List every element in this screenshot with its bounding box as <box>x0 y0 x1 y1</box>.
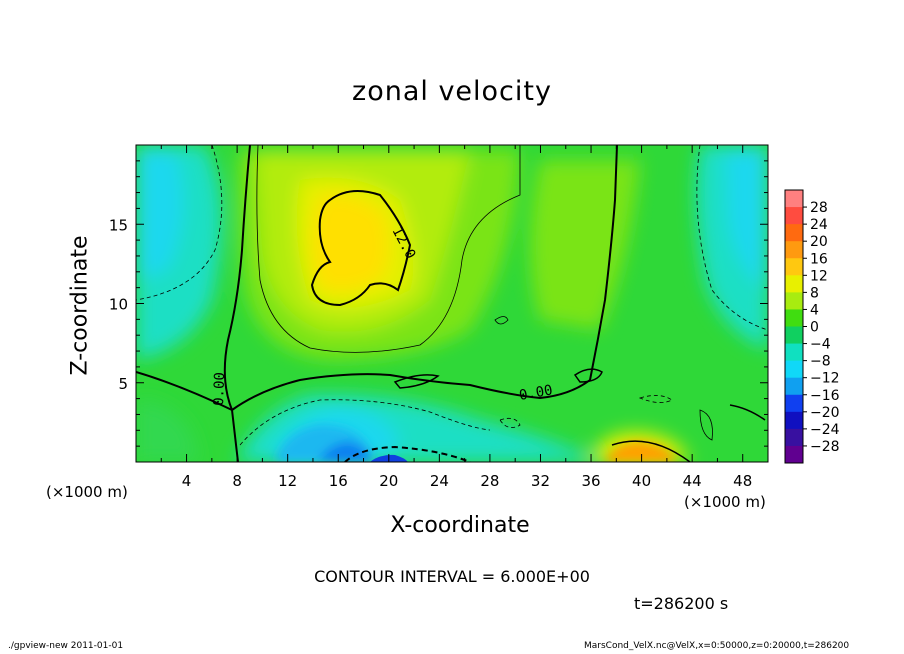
colorbar-swatch <box>785 428 803 447</box>
contour-label-0-right: 0.00 <box>518 382 554 404</box>
colorbar-label: 0 <box>810 320 819 336</box>
x-tick-label: 40 <box>632 472 651 490</box>
y-tick-label: 15 <box>109 216 128 234</box>
contour-interval: CONTOUR INTERVAL = 6.000E+00 <box>314 567 590 586</box>
colorbar-swatch <box>785 292 803 310</box>
velocity-field <box>136 145 768 462</box>
colorbar-swatch <box>785 445 803 464</box>
colorbar-swatch <box>785 394 803 413</box>
colorbar-label: −12 <box>810 371 840 387</box>
x-unit-label-left: (×1000 m) <box>46 483 128 501</box>
footer-left: ./gpview-new 2011-01-01 <box>8 641 124 651</box>
x-tick-label: 20 <box>379 472 398 490</box>
colorbar-label: −24 <box>810 422 840 438</box>
x-tick-label: 28 <box>480 472 499 490</box>
x-axis-label: X-coordinate <box>390 513 530 538</box>
colorbar-swatch <box>785 275 803 293</box>
colorbar-label: −16 <box>810 388 840 404</box>
colorbar-swatch <box>785 207 803 225</box>
colorbar-swatch <box>785 309 803 327</box>
colorbar-label: 12 <box>810 268 828 284</box>
x-tick-label: 24 <box>430 472 449 490</box>
colorbar-swatch <box>785 377 803 396</box>
colorbar-swatch <box>785 241 803 259</box>
y-axis: 5 10 15 <box>109 144 768 463</box>
x-axis: 4 8 12 16 20 24 28 32 36 40 44 48 <box>135 145 769 490</box>
y-tick-label: 10 <box>109 296 128 314</box>
colorbar-label: −20 <box>810 405 840 421</box>
x-unit-label-right: (×1000 m) <box>684 493 766 511</box>
colorbar-label: 28 <box>810 200 828 216</box>
colorbar-swatch <box>785 326 803 345</box>
colorbar-label: 24 <box>810 217 828 233</box>
colorbar-label: 20 <box>810 234 828 250</box>
colorbar-swatch <box>785 258 803 276</box>
colorbar-label: 4 <box>810 302 819 318</box>
colorbar-label: −8 <box>810 354 831 370</box>
x-tick-label: 36 <box>581 472 600 490</box>
colorbar-label: −28 <box>810 439 840 455</box>
contour-lines <box>136 145 768 462</box>
colorbar-label: −4 <box>810 337 831 353</box>
x-tick-label: 8 <box>232 472 242 490</box>
colorbar-label: 8 <box>810 285 819 301</box>
colorbar-swatch <box>785 360 803 379</box>
colorbar-swatch <box>785 224 803 242</box>
x-tick-label: 48 <box>733 472 752 490</box>
footer-right: MarsCond_VelX.nc@VelX,x=0:50000,z=0:2000… <box>584 641 850 651</box>
x-tick-label: 12 <box>278 472 297 490</box>
x-tick-label: 44 <box>683 472 702 490</box>
chart-title: zonal velocity <box>352 76 552 107</box>
x-tick-label: 32 <box>531 472 550 490</box>
y-axis-label: Z-coordinate <box>67 235 93 376</box>
contour-label-0-left: 0.00 <box>211 372 228 406</box>
x-tick-label: 4 <box>182 472 192 490</box>
colorbar-swatch <box>785 343 803 362</box>
colorbar-swatch <box>785 411 803 430</box>
colorbar-swatch <box>785 190 803 208</box>
y-tick-label: 5 <box>118 375 128 393</box>
colorbar-label: 16 <box>810 251 828 267</box>
x-tick-label: 16 <box>329 472 348 490</box>
time-stamp: t=286200 s <box>634 594 729 613</box>
